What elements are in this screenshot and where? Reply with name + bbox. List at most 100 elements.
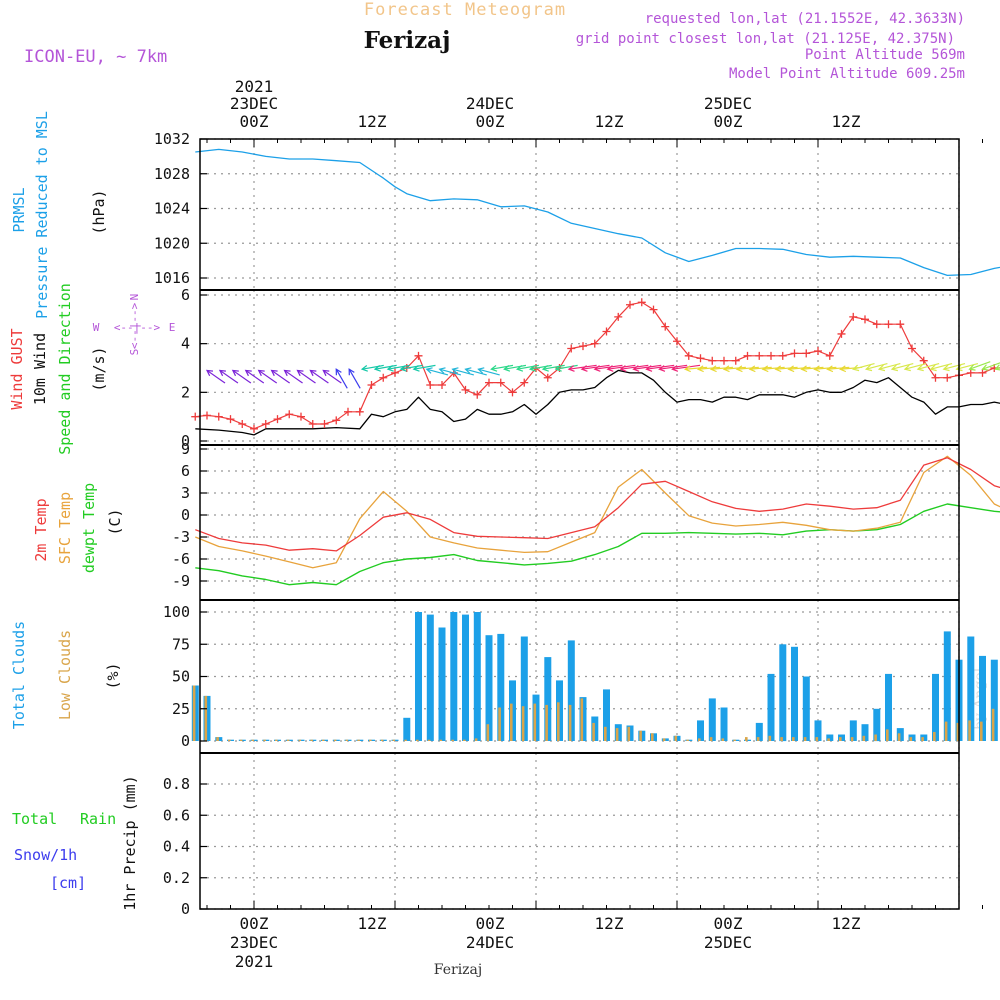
wind-arrow-head	[619, 365, 627, 372]
precip-ytick-label: 0	[181, 900, 190, 918]
total-cloud-bar	[873, 708, 881, 742]
gust-marker	[943, 373, 952, 382]
wind-arrow-head	[309, 369, 317, 377]
gust-marker	[790, 349, 799, 358]
wind-arrow-head	[709, 365, 717, 373]
wind-direction-arrow	[478, 368, 500, 376]
gust-marker	[872, 320, 881, 329]
gust-marker	[743, 351, 752, 360]
low-cloud-bar	[651, 733, 654, 741]
low-cloud-bar	[416, 739, 419, 741]
wind-arrow-head	[348, 368, 355, 376]
gust-marker	[861, 315, 869, 324]
wind-arrow-head	[322, 369, 330, 377]
precip-label-rain: Rain	[80, 810, 116, 828]
top-tick-4: 12Z	[595, 112, 624, 131]
wind-arrow-head	[683, 365, 691, 373]
wind-arrow-head	[503, 365, 511, 372]
bottom-year: 2021	[235, 952, 274, 971]
wind-arrow-head	[942, 364, 950, 372]
wind-arrow-head	[335, 368, 342, 376]
total-cloud-bar	[979, 655, 986, 741]
low-cloud-bar	[228, 739, 231, 741]
wind-arrow-head	[580, 365, 588, 372]
bottom-date-1: 23DEC	[230, 933, 278, 952]
precip-ytick-label: 0.8	[163, 775, 190, 793]
pressure-ytick-label: 1032	[154, 130, 190, 148]
wind-arrow-head	[696, 365, 704, 373]
low-cloud-bar	[557, 702, 560, 741]
low-cloud-bar	[216, 737, 219, 741]
precip-labels: Total Rain Snow/1h [cm] 1hr Precip (mm)	[12, 775, 139, 910]
compass-w: W	[93, 321, 100, 334]
wind-unit: (m/s)	[90, 346, 108, 391]
low-cloud-bar	[733, 739, 736, 741]
wind-arrow-head	[528, 365, 537, 372]
gust-marker	[379, 373, 388, 382]
wind-arrow-head	[994, 364, 1000, 371]
wind-ytick-label: 4	[181, 335, 190, 353]
wind-arrow-head	[735, 365, 743, 373]
gust-marker	[896, 320, 905, 329]
low-cloud-bar	[286, 739, 290, 741]
frame-layer: 101610201024102810320246-9-6-30369025507…	[154, 130, 983, 918]
wind-direction-arrow	[969, 361, 991, 370]
bottom-tick-3: 00Z	[476, 914, 505, 933]
wind-arrow-head	[218, 369, 226, 377]
top-tick-3: 00Z	[476, 112, 505, 131]
wind-direction-arrow	[917, 362, 940, 370]
wind-direction-arrow	[607, 364, 636, 370]
pressure-labels: PRMSL Pressure Reduced to MSL (hPa)	[10, 111, 108, 319]
wind-arrow-head	[632, 365, 640, 372]
low-cloud-bar	[568, 704, 572, 741]
low-cloud-bar	[768, 735, 772, 741]
total-cloud-bar	[943, 631, 951, 741]
total-cloud-bar	[708, 698, 716, 741]
temp-label-2: SFC Temp	[56, 492, 74, 564]
low-cloud-bar	[662, 738, 666, 741]
low-cloud-bar	[944, 721, 948, 741]
gust-marker	[520, 378, 529, 387]
gust-marker	[755, 351, 764, 360]
gust-marker	[767, 351, 775, 360]
plot-frame	[199, 138, 960, 910]
wind-direction-arrow	[542, 364, 565, 370]
location-title: Ferizaj	[364, 27, 451, 54]
low-cloud-bar	[803, 737, 807, 741]
low-cloud-bar	[310, 739, 313, 741]
gust-marker	[579, 342, 587, 351]
gust-marker	[696, 354, 705, 363]
wind-direction-arrow	[348, 368, 361, 389]
temp-2m-line	[195, 457, 1000, 552]
pressure-ytick-label: 1020	[154, 234, 190, 252]
total-cloud-bar	[885, 673, 892, 741]
precip-label-total: Total	[12, 810, 57, 828]
wind-direction-arrow	[297, 369, 316, 384]
low-cloud-bar	[521, 706, 525, 741]
wind-arrow-head	[490, 365, 498, 372]
gust-marker	[473, 390, 482, 399]
pressure-label-2: Pressure Reduced to MSL	[33, 111, 51, 319]
low-cloud-bar	[792, 737, 795, 741]
gust-marker	[355, 407, 364, 416]
wind-direction-arrow	[530, 364, 552, 370]
gust-marker	[837, 329, 846, 338]
gust-marker	[590, 339, 599, 348]
bottom-tick-5: 00Z	[714, 914, 743, 933]
gust-marker	[191, 412, 200, 421]
low-cloud-bar	[463, 739, 466, 741]
wind-direction-arrow	[439, 368, 462, 376]
temp-label-1: 2m Temp	[32, 498, 50, 561]
wind-arrow-head	[761, 365, 769, 373]
cloud-unit: (%)	[104, 662, 122, 689]
wind-direction-arrow	[749, 366, 772, 370]
cloud-ytick-label: 100	[163, 603, 190, 621]
wind-arrow-head	[658, 365, 666, 372]
gust-marker	[367, 381, 376, 390]
wind-direction-arrow	[258, 369, 278, 384]
wind-arrow-head	[748, 365, 756, 373]
cloud-ytick-label: 25	[172, 700, 190, 718]
bottom-tick-4: 12Z	[595, 914, 624, 933]
total-cloud-bar	[990, 659, 998, 741]
wind-direction-arrow	[232, 369, 252, 384]
